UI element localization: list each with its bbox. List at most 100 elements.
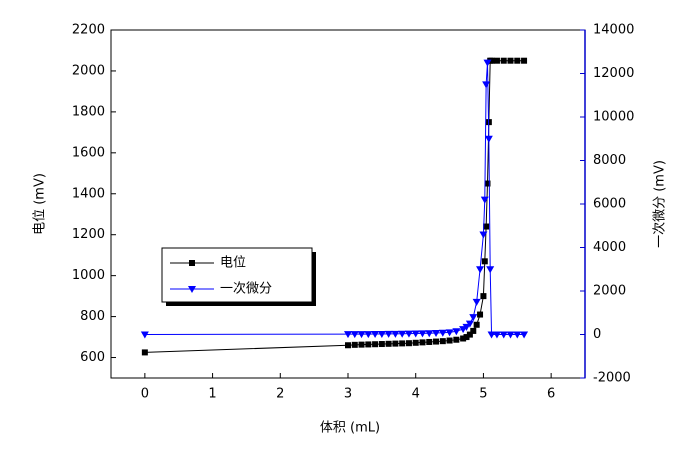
point <box>482 81 491 89</box>
y-tick-label: 800 <box>80 309 105 324</box>
point <box>506 331 515 339</box>
y-tick-label: 1600 <box>72 145 105 160</box>
point <box>453 336 460 343</box>
point <box>452 328 461 336</box>
point <box>473 321 480 328</box>
point <box>476 266 485 274</box>
legend-label: 一次微分 <box>220 281 272 297</box>
point <box>357 331 366 339</box>
point <box>140 331 149 339</box>
point <box>425 330 434 338</box>
y2-tick-label: 6000 <box>593 197 626 212</box>
x-axis-label: 体积 (mL) <box>320 421 380 436</box>
y-tick-label: 1400 <box>72 186 105 201</box>
point <box>484 135 493 143</box>
point <box>391 330 400 338</box>
x-tick-label: 2 <box>276 387 284 402</box>
y-tick-label: 1000 <box>72 268 105 283</box>
point <box>351 341 358 348</box>
point <box>480 196 489 204</box>
y-tick-label: 600 <box>80 350 105 365</box>
point <box>488 57 495 64</box>
point <box>378 341 385 348</box>
point <box>350 331 359 339</box>
y2-tick-label: -2000 <box>593 371 631 386</box>
y2-axis-label: 一次微分 (mV) <box>652 160 668 248</box>
point <box>513 331 522 339</box>
point <box>404 330 413 338</box>
point <box>385 340 392 347</box>
point <box>469 314 478 322</box>
y-axis-label: 电位 (mV) <box>33 173 48 235</box>
point <box>371 330 380 338</box>
point <box>514 57 521 64</box>
point <box>358 341 365 348</box>
y-tick-label: 2200 <box>72 23 105 38</box>
point <box>392 340 399 347</box>
point <box>419 339 426 346</box>
point <box>493 57 500 64</box>
point <box>384 330 393 338</box>
legend-box <box>161 247 313 303</box>
point <box>432 329 441 337</box>
point <box>141 349 148 356</box>
point <box>484 180 491 187</box>
series-line <box>144 60 525 353</box>
x-tick-label: 1 <box>208 387 216 402</box>
x-tick-label: 0 <box>141 387 149 402</box>
y2-tick-label: 4000 <box>593 240 626 255</box>
point <box>507 57 514 64</box>
point <box>481 258 488 265</box>
x-tick-label: 6 <box>547 387 555 402</box>
point <box>465 320 474 328</box>
point <box>365 341 372 348</box>
point <box>483 59 492 67</box>
legend-label: 电位 <box>220 256 246 271</box>
point <box>472 298 481 306</box>
point <box>479 231 488 239</box>
point <box>364 331 373 339</box>
y-tick-label: 2000 <box>72 63 105 78</box>
point <box>412 339 419 346</box>
legend-marker <box>189 260 195 266</box>
point <box>445 329 454 337</box>
y-tick-label: 1200 <box>72 227 105 242</box>
point <box>345 342 351 349</box>
point <box>470 327 477 334</box>
y2-tick-label: 2000 <box>593 284 626 299</box>
point <box>411 330 420 338</box>
point <box>405 340 412 347</box>
x-tick-label: 3 <box>344 387 352 402</box>
point <box>462 323 471 331</box>
point <box>398 330 407 338</box>
point <box>463 334 470 341</box>
point <box>480 293 487 300</box>
point <box>520 331 529 339</box>
point <box>418 330 427 338</box>
point <box>372 341 379 348</box>
point <box>483 223 490 230</box>
x-tick-label: 5 <box>479 387 487 402</box>
point <box>439 338 446 345</box>
point <box>477 311 484 318</box>
y2-tick-label: 8000 <box>593 153 626 168</box>
point <box>486 266 495 274</box>
y2-tick-label: 12000 <box>593 66 634 81</box>
point <box>521 57 528 64</box>
y2-tick-label: 10000 <box>593 110 634 125</box>
point <box>492 331 501 339</box>
point <box>426 338 433 345</box>
y2-tick-label: 0 <box>593 327 601 342</box>
point <box>344 331 352 339</box>
point <box>399 340 406 347</box>
legend-marker <box>188 286 196 293</box>
point <box>438 329 447 337</box>
point <box>487 331 496 339</box>
point <box>446 337 453 344</box>
point <box>460 335 467 342</box>
point <box>433 338 440 345</box>
point <box>499 331 508 339</box>
plot-frame <box>110 29 586 379</box>
point <box>466 331 473 338</box>
